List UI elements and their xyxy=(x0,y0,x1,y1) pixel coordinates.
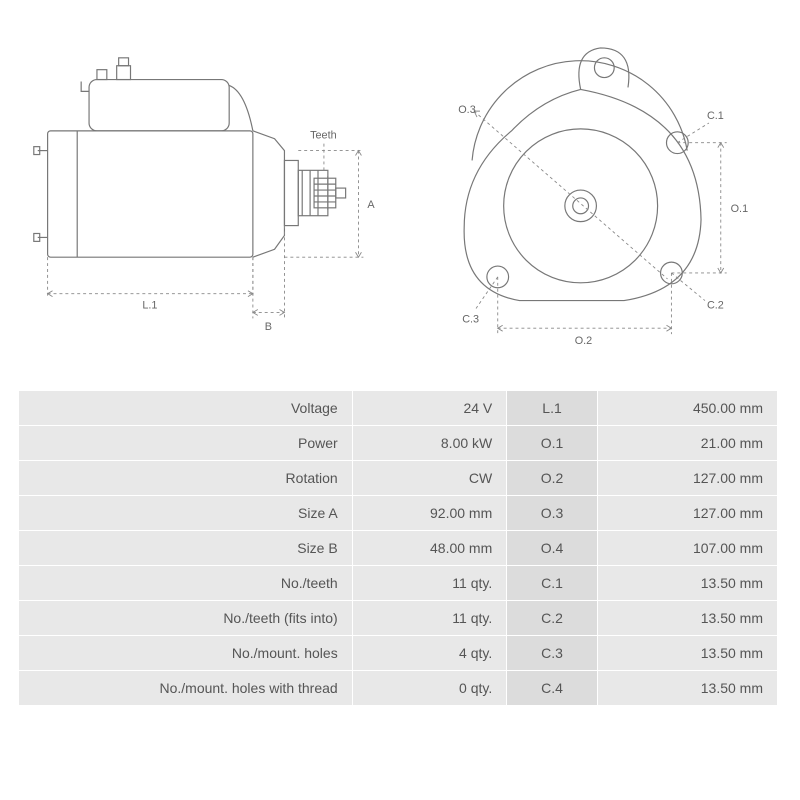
label-teeth: Teeth xyxy=(310,130,337,142)
spec-key-value: 13.50 mm xyxy=(598,601,777,635)
spec-key-value: 21.00 mm xyxy=(598,426,777,460)
spec-value: 0 qty. xyxy=(353,671,507,705)
spec-key-value: 450.00 mm xyxy=(598,391,777,425)
spec-label: No./teeth (fits into) xyxy=(19,601,352,635)
label-C1: C.1 xyxy=(707,110,724,122)
spec-table: Voltage24 VL.1450.00 mmPower8.00 kWO.121… xyxy=(18,390,778,706)
spec-label: Size B xyxy=(19,531,352,565)
spec-key: C.1 xyxy=(507,566,597,600)
spec-label: Voltage xyxy=(19,391,352,425)
table-row: No./mount. holes4 qty.C.313.50 mm xyxy=(19,636,777,670)
label-O3: O.3 xyxy=(458,104,475,116)
label-A: A xyxy=(367,199,375,211)
spec-label: No./mount. holes xyxy=(19,636,352,670)
spec-value: 4 qty. xyxy=(353,636,507,670)
spec-value: 92.00 mm xyxy=(353,496,507,530)
spec-label: Power xyxy=(19,426,352,460)
spec-key: O.3 xyxy=(507,496,597,530)
table-row: No./mount. holes with thread0 qty.C.413.… xyxy=(19,671,777,705)
table-row: RotationCWO.2127.00 mm xyxy=(19,461,777,495)
spec-label: Size A xyxy=(19,496,352,530)
table-row: No./teeth11 qty.C.113.50 mm xyxy=(19,566,777,600)
spec-key: C.3 xyxy=(507,636,597,670)
table-row: Size B48.00 mmO.4107.00 mm xyxy=(19,531,777,565)
spec-label: No./teeth xyxy=(19,566,352,600)
spec-key-value: 13.50 mm xyxy=(598,671,777,705)
spec-value: CW xyxy=(353,461,507,495)
diagram-row: Teeth A B L.1 xyxy=(18,10,778,380)
spec-value: 11 qty. xyxy=(353,566,507,600)
spec-key-value: 127.00 mm xyxy=(598,461,777,495)
front-view-svg: O.3 C.1 O.1 C.2 C.3 O.2 xyxy=(403,10,778,380)
spec-value: 8.00 kW xyxy=(353,426,507,460)
spec-key-value: 107.00 mm xyxy=(598,531,777,565)
spec-key: O.4 xyxy=(507,531,597,565)
label-O2: O.2 xyxy=(575,335,592,347)
label-O1: O.1 xyxy=(731,203,748,215)
spec-value: 48.00 mm xyxy=(353,531,507,565)
spec-key: L.1 xyxy=(507,391,597,425)
side-view-svg: Teeth A B L.1 xyxy=(18,10,393,380)
spec-key-value: 13.50 mm xyxy=(598,566,777,600)
label-C2: C.2 xyxy=(707,299,724,311)
label-L1: L.1 xyxy=(142,299,157,311)
table-row: Size A92.00 mmO.3127.00 mm xyxy=(19,496,777,530)
label-B: B xyxy=(265,321,272,333)
side-view-diagram: Teeth A B L.1 xyxy=(18,10,393,380)
spec-table-body: Voltage24 VL.1450.00 mmPower8.00 kWO.121… xyxy=(19,391,777,705)
spec-value: 11 qty. xyxy=(353,601,507,635)
table-row: No./teeth (fits into)11 qty.C.213.50 mm xyxy=(19,601,777,635)
label-C3: C.3 xyxy=(462,313,479,325)
spec-label: No./mount. holes with thread xyxy=(19,671,352,705)
spec-key: O.2 xyxy=(507,461,597,495)
spec-key: C.4 xyxy=(507,671,597,705)
spec-key-value: 127.00 mm xyxy=(598,496,777,530)
spec-label: Rotation xyxy=(19,461,352,495)
spec-value: 24 V xyxy=(353,391,507,425)
spec-key: C.2 xyxy=(507,601,597,635)
table-row: Power8.00 kWO.121.00 mm xyxy=(19,426,777,460)
front-view-diagram: O.3 C.1 O.1 C.2 C.3 O.2 xyxy=(403,10,778,380)
page-container: Teeth A B L.1 xyxy=(0,0,800,800)
spec-key-value: 13.50 mm xyxy=(598,636,777,670)
spec-key: O.1 xyxy=(507,426,597,460)
table-row: Voltage24 VL.1450.00 mm xyxy=(19,391,777,425)
